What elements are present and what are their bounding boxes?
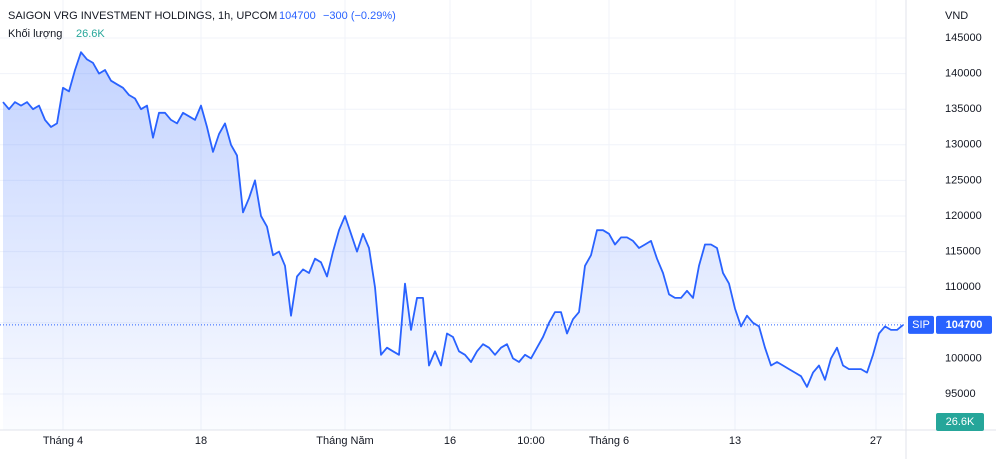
y-tick-label: 145000 [945, 32, 982, 44]
area [3, 52, 903, 430]
change: −300 (−0.29%) [323, 10, 396, 22]
y-tick-label: 135000 [945, 103, 982, 115]
y-tick-label: 125000 [945, 174, 982, 186]
x-tick-label: Tháng 6 [589, 435, 629, 447]
volume-value: 26.6K [76, 28, 105, 40]
y-tick-label: 140000 [945, 68, 982, 80]
y-tick-label: 110000 [945, 281, 981, 293]
currency: VND [945, 10, 968, 22]
x-tick-label: Tháng 4 [43, 435, 83, 447]
y-tick-label: 115000 [945, 246, 981, 258]
y-tick-label: 130000 [945, 139, 982, 151]
price-tag-sym [908, 315, 934, 334]
y-tick-label: 95000 [945, 388, 976, 400]
price-tag-value: 104700 [946, 319, 983, 331]
volume-tag-text: 26.6K [946, 416, 975, 428]
last-price: 104700 [279, 10, 316, 22]
x-tick-label: Tháng Năm [316, 435, 373, 447]
x-tick-label: 27 [870, 435, 882, 447]
x-tick-label: 18 [195, 435, 207, 447]
price-line [2, 51, 904, 388]
volume-label: Khối lượng [8, 28, 62, 40]
x-tick-label: 16 [444, 435, 456, 447]
x-tick-label: 10:00 [517, 435, 545, 447]
price-tag [936, 315, 992, 334]
price-tag-name: SIP [912, 319, 930, 331]
y-tick-label: 100000 [945, 352, 982, 364]
symbol: SAIGON VRG INVESTMENT HOLDINGS, 1h, UPCO… [8, 10, 277, 22]
volume-tag [936, 413, 984, 431]
x-tick-label: 13 [729, 435, 741, 447]
y-tick-label: 120000 [945, 210, 982, 222]
